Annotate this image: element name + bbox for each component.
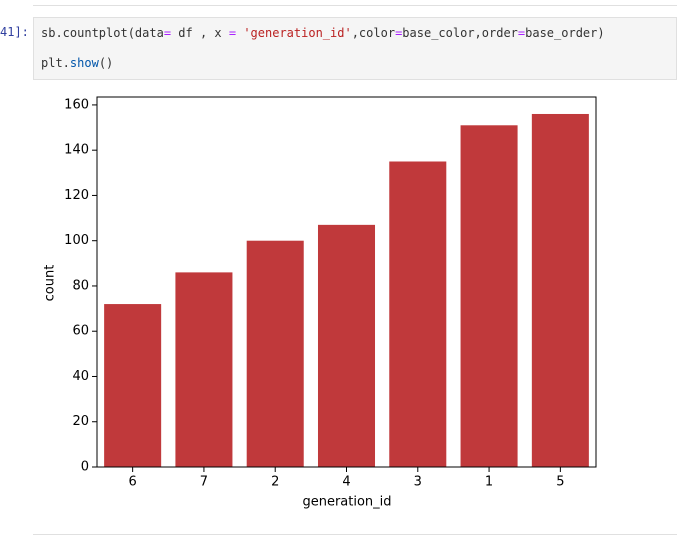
y-tick-label: 160 xyxy=(64,97,89,112)
y-tick-label: 40 xyxy=(72,369,89,384)
code-token: = xyxy=(517,26,526,40)
code-line: plt.show() xyxy=(41,56,113,70)
code-token: () xyxy=(98,56,114,70)
x-tick-label: 4 xyxy=(342,475,350,490)
x-tick-label: 3 xyxy=(414,475,422,490)
bar xyxy=(175,272,233,467)
code-token: sb.countplot(data xyxy=(41,26,164,40)
x-tick-label: 6 xyxy=(129,475,137,490)
x-tick-label: 5 xyxy=(556,475,564,490)
cell-separator xyxy=(33,534,677,535)
bar xyxy=(389,161,447,467)
x-tick-label: 1 xyxy=(485,475,493,490)
x-axis-label: generation_id xyxy=(302,495,391,510)
code-token: ,color xyxy=(351,26,396,40)
y-tick-label: 100 xyxy=(64,233,89,248)
code-cell[interactable]: sb.countplot(data= df , x = 'generation_… xyxy=(33,17,677,80)
bar xyxy=(460,125,518,467)
cell-separator xyxy=(33,5,677,6)
y-tick-label: 80 xyxy=(72,278,89,293)
y-tick-label: 140 xyxy=(64,143,89,158)
code-token: df , x xyxy=(171,26,229,40)
code-token: = xyxy=(228,26,237,40)
y-tick-label: 60 xyxy=(72,324,89,339)
bar xyxy=(317,224,376,467)
code-token: base_color,order xyxy=(402,26,518,40)
code-token: = xyxy=(395,26,403,40)
bar xyxy=(531,113,589,468)
code-token: 'generation_id' xyxy=(243,26,352,40)
code-line: sb.countplot(data= df , x = 'generation_… xyxy=(41,26,605,40)
bar xyxy=(246,240,304,467)
bar xyxy=(104,304,162,467)
x-tick-label: 7 xyxy=(200,475,208,490)
cell-prompt: 41]: xyxy=(0,25,29,39)
y-axis-label: count xyxy=(43,265,58,302)
plot-frame xyxy=(96,96,597,468)
y-tick-label: 120 xyxy=(64,188,89,203)
code-token: show xyxy=(69,56,99,70)
y-tick-label: 0 xyxy=(81,460,89,475)
code-token: = xyxy=(163,26,172,40)
code-token: base_order) xyxy=(525,26,605,40)
x-tick-label: 2 xyxy=(271,475,279,490)
code-token: plt. xyxy=(41,56,70,70)
y-tick-label: 20 xyxy=(72,414,89,429)
